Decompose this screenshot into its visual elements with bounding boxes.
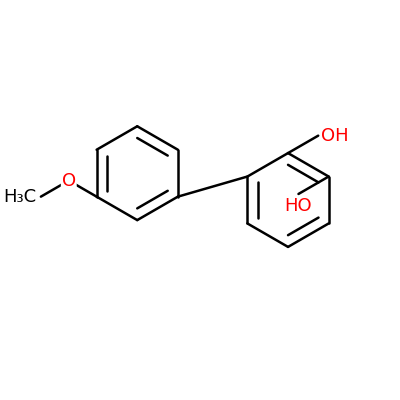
Text: HO: HO bbox=[285, 197, 312, 215]
Text: H₃C: H₃C bbox=[4, 188, 37, 206]
Text: O: O bbox=[62, 172, 76, 190]
Text: OH: OH bbox=[321, 127, 348, 145]
